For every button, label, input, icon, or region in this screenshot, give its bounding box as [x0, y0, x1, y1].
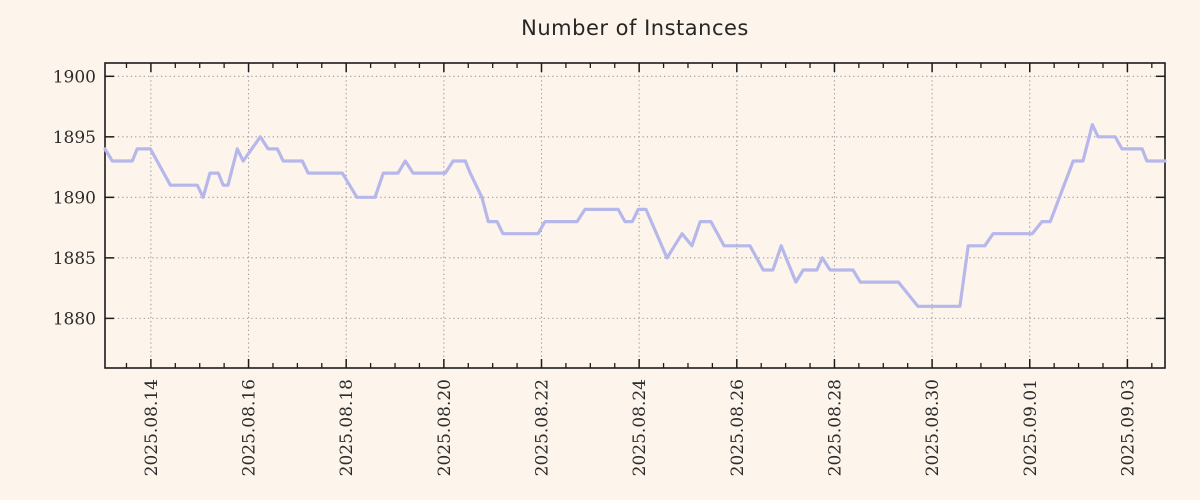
x-tick-label: 2025.08.16 — [240, 379, 260, 476]
chart-title: Number of Instances — [521, 16, 749, 40]
y-tick-label: 1895 — [53, 128, 96, 148]
y-tick-label: 1880 — [53, 309, 96, 329]
x-tick-label: 2025.08.18 — [337, 379, 357, 476]
x-tick-label: 2025.08.30 — [923, 379, 943, 476]
x-tick-label: 2025.08.14 — [142, 379, 162, 476]
x-tick-label: 2025.08.22 — [532, 379, 552, 476]
x-tick-label: 2025.08.24 — [630, 379, 650, 476]
data-line — [103, 123, 1167, 308]
y-tick-label: 1890 — [53, 188, 96, 208]
x-tick-label: 2025.09.03 — [1118, 379, 1138, 476]
y-tick-label: 1885 — [53, 249, 96, 269]
y-tick-label: 1900 — [53, 67, 96, 87]
x-tick-label: 2025.09.01 — [1021, 379, 1041, 476]
x-tick-label: 2025.08.20 — [435, 379, 455, 476]
x-tick-label: 2025.08.26 — [728, 379, 748, 476]
plot-border — [104, 62, 1166, 369]
x-tick-label: 2025.08.28 — [825, 379, 845, 476]
